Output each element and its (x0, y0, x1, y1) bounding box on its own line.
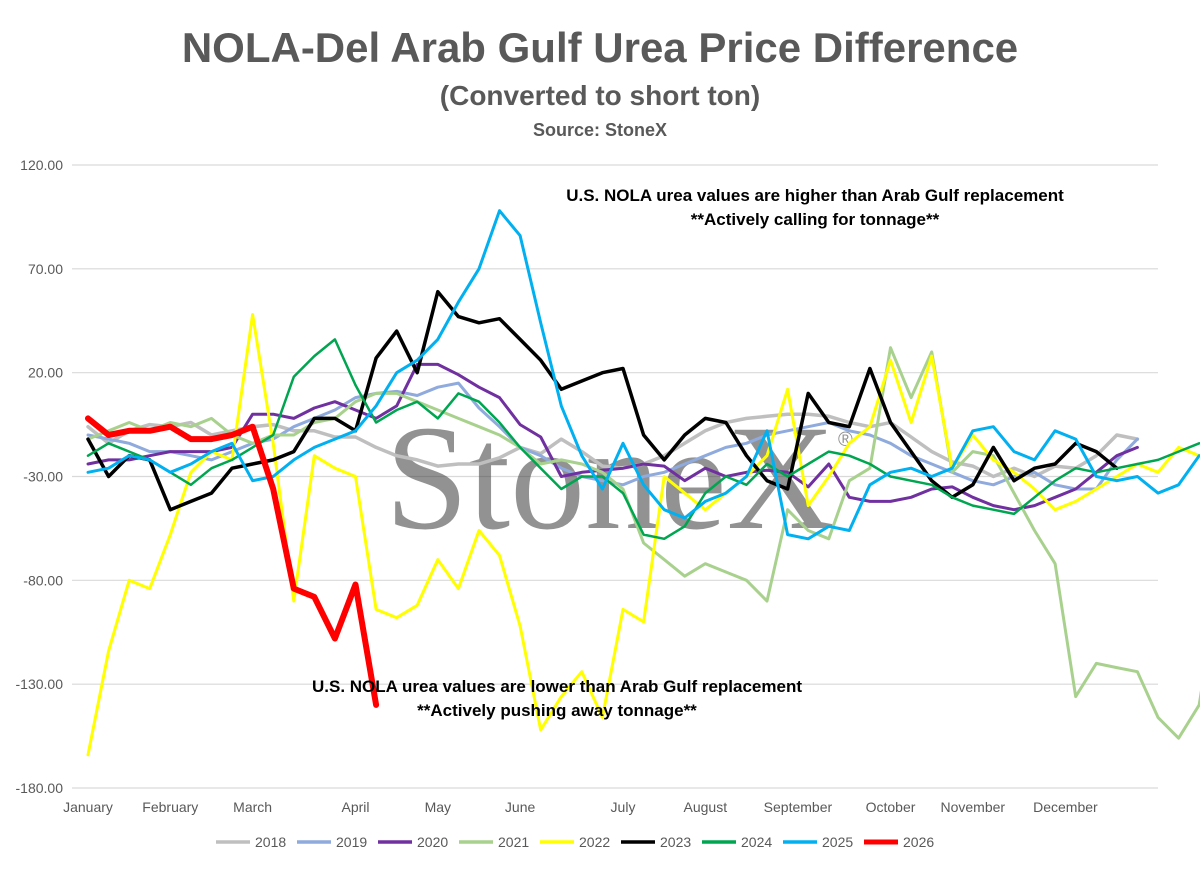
series-line-2026 (85, 415, 380, 708)
x-tick-label: April (341, 799, 369, 815)
gridlines (72, 164, 1158, 789)
series-lines (85, 209, 1200, 757)
x-tick-label: October (866, 799, 916, 815)
y-tick-label: -80.00 (23, 572, 63, 588)
legend: 2018 2019 2020 2021 2022 2023 2024 2025 2026 (216, 834, 934, 850)
legend-label-2022: 2022 (579, 834, 610, 850)
annotation-lower-line1: U.S. NOLA urea values are lower than Ara… (312, 677, 802, 696)
x-tick-label: August (684, 799, 728, 815)
chart-subtitle: (Converted to short ton) (440, 80, 760, 111)
annotation-upper-line2: **Actively calling for tonnage** (691, 210, 940, 229)
x-axis: January February March April May June July Augu… (63, 799, 1098, 815)
y-tick-label: 70.00 (28, 261, 63, 277)
x-tick-label: January (63, 799, 113, 815)
legend-label-2026: 2026 (903, 834, 934, 850)
x-tick-label: June (505, 799, 536, 815)
legend-label-2024: 2024 (741, 834, 772, 850)
x-tick-label: September (764, 799, 833, 815)
x-tick-label: November (941, 799, 1006, 815)
y-tick-label: -180.00 (16, 780, 64, 796)
x-tick-label: February (142, 799, 198, 815)
legend-label-2023: 2023 (660, 834, 691, 850)
y-tick-label: -30.00 (23, 469, 63, 485)
y-tick-label: 120.00 (20, 157, 63, 173)
legend-label-2025: 2025 (822, 834, 853, 850)
series-line-2022 (86, 313, 1200, 757)
legend-label-2019: 2019 (336, 834, 367, 850)
series-line-2025 (86, 209, 1200, 541)
series-line-2024 (86, 338, 1200, 541)
chart-source: Source: StoneX (533, 120, 667, 140)
chart-title: NOLA-Del Arab Gulf Urea Price Difference (182, 24, 1018, 71)
x-tick-label: December (1033, 799, 1098, 815)
y-tick-label: -130.00 (16, 676, 64, 692)
y-tick-label: 20.00 (28, 365, 63, 381)
annotation-upper-line1: U.S. NOLA urea values are higher than Ar… (566, 186, 1064, 205)
legend-label-2020: 2020 (417, 834, 448, 850)
x-tick-label: March (233, 799, 272, 815)
legend-label-2021: 2021 (498, 834, 529, 850)
annotation-lower-line2: **Actively pushing away tonnage** (417, 701, 697, 720)
x-tick-label: May (425, 799, 451, 815)
y-axis: 120.00 70.00 20.00 -30.00 -80.00 -130.00 -180.… (16, 157, 64, 796)
legend-label-2018: 2018 (255, 834, 286, 850)
x-tick-label: July (611, 799, 636, 815)
